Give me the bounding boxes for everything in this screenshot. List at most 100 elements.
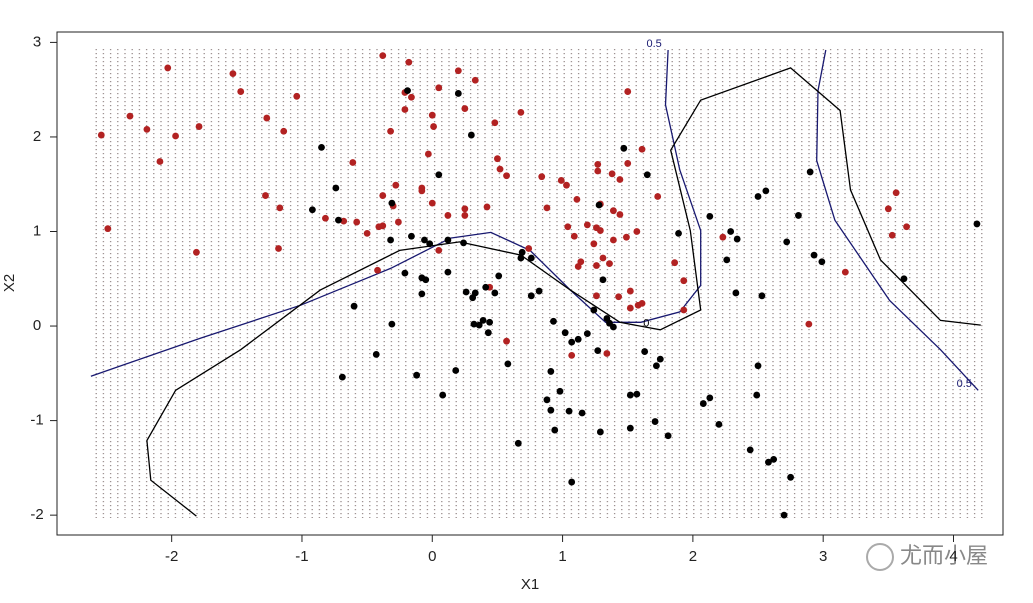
x-tick-label: -2 [165, 548, 178, 565]
point [388, 320, 396, 328]
point [422, 276, 430, 284]
point [408, 232, 415, 240]
point [275, 245, 282, 252]
point [723, 256, 731, 264]
point [754, 362, 762, 370]
point [900, 275, 908, 283]
point [706, 394, 714, 402]
point [454, 90, 462, 97]
point [574, 335, 582, 343]
point [715, 420, 723, 428]
point [413, 371, 421, 379]
point [379, 192, 387, 199]
point [470, 320, 478, 328]
point [806, 168, 814, 176]
contour-line [816, 49, 979, 391]
point [624, 88, 632, 95]
point [461, 212, 469, 219]
y-tick-label: 3 [33, 33, 41, 50]
point [615, 293, 623, 301]
point [593, 262, 600, 269]
point [609, 207, 617, 215]
x-axis-label: X1 [521, 576, 539, 593]
point [104, 225, 112, 233]
point [557, 177, 565, 184]
point [565, 407, 573, 415]
point [525, 245, 533, 252]
point [599, 276, 607, 284]
point [97, 131, 105, 139]
point [538, 173, 546, 181]
point [164, 64, 172, 72]
point [609, 236, 617, 244]
point [444, 236, 452, 244]
point [583, 221, 591, 229]
point [335, 216, 342, 224]
point [973, 220, 981, 228]
point [770, 455, 778, 463]
point [418, 290, 426, 298]
point [372, 351, 380, 358]
point [608, 170, 616, 178]
point [495, 272, 503, 280]
point [651, 418, 659, 425]
point [568, 351, 576, 359]
point [444, 268, 452, 276]
point [482, 283, 490, 291]
point [276, 204, 284, 212]
point [633, 390, 641, 398]
point [461, 105, 469, 112]
point [435, 247, 443, 254]
point [504, 360, 512, 368]
point [435, 171, 443, 179]
point [888, 231, 896, 239]
point [578, 409, 586, 417]
point [551, 426, 559, 434]
x-tick-label: 1 [558, 548, 566, 565]
point [237, 88, 245, 95]
watermark-icon [866, 543, 894, 571]
point [599, 254, 607, 262]
point [543, 396, 551, 404]
point [568, 478, 576, 486]
watermark: 尤而小屋 [866, 543, 988, 571]
point [322, 214, 329, 222]
point [471, 76, 479, 84]
point [439, 391, 447, 399]
point [633, 228, 641, 235]
point [547, 368, 555, 375]
point [387, 127, 394, 135]
point [435, 84, 443, 92]
point [706, 212, 714, 220]
point [561, 329, 569, 337]
point [263, 114, 271, 122]
point [479, 316, 487, 324]
point [374, 266, 381, 274]
point [620, 144, 628, 152]
point [787, 473, 795, 481]
y-tick-label: 0 [33, 317, 41, 334]
point [583, 330, 591, 338]
point [461, 205, 469, 213]
point [517, 108, 525, 116]
point [143, 125, 151, 133]
point [903, 223, 910, 231]
point [491, 289, 499, 297]
point [727, 228, 735, 235]
point [609, 323, 617, 331]
point [535, 287, 543, 295]
point [616, 211, 624, 218]
point [626, 287, 634, 295]
point [594, 160, 602, 168]
x-tick-label: 3 [819, 548, 827, 565]
point [483, 203, 491, 211]
point [486, 318, 494, 326]
point [350, 302, 358, 310]
point [570, 232, 578, 240]
point [430, 123, 437, 130]
point [590, 306, 598, 314]
point [503, 172, 510, 180]
x-tick-label: 4 [949, 548, 957, 565]
point [392, 181, 400, 189]
